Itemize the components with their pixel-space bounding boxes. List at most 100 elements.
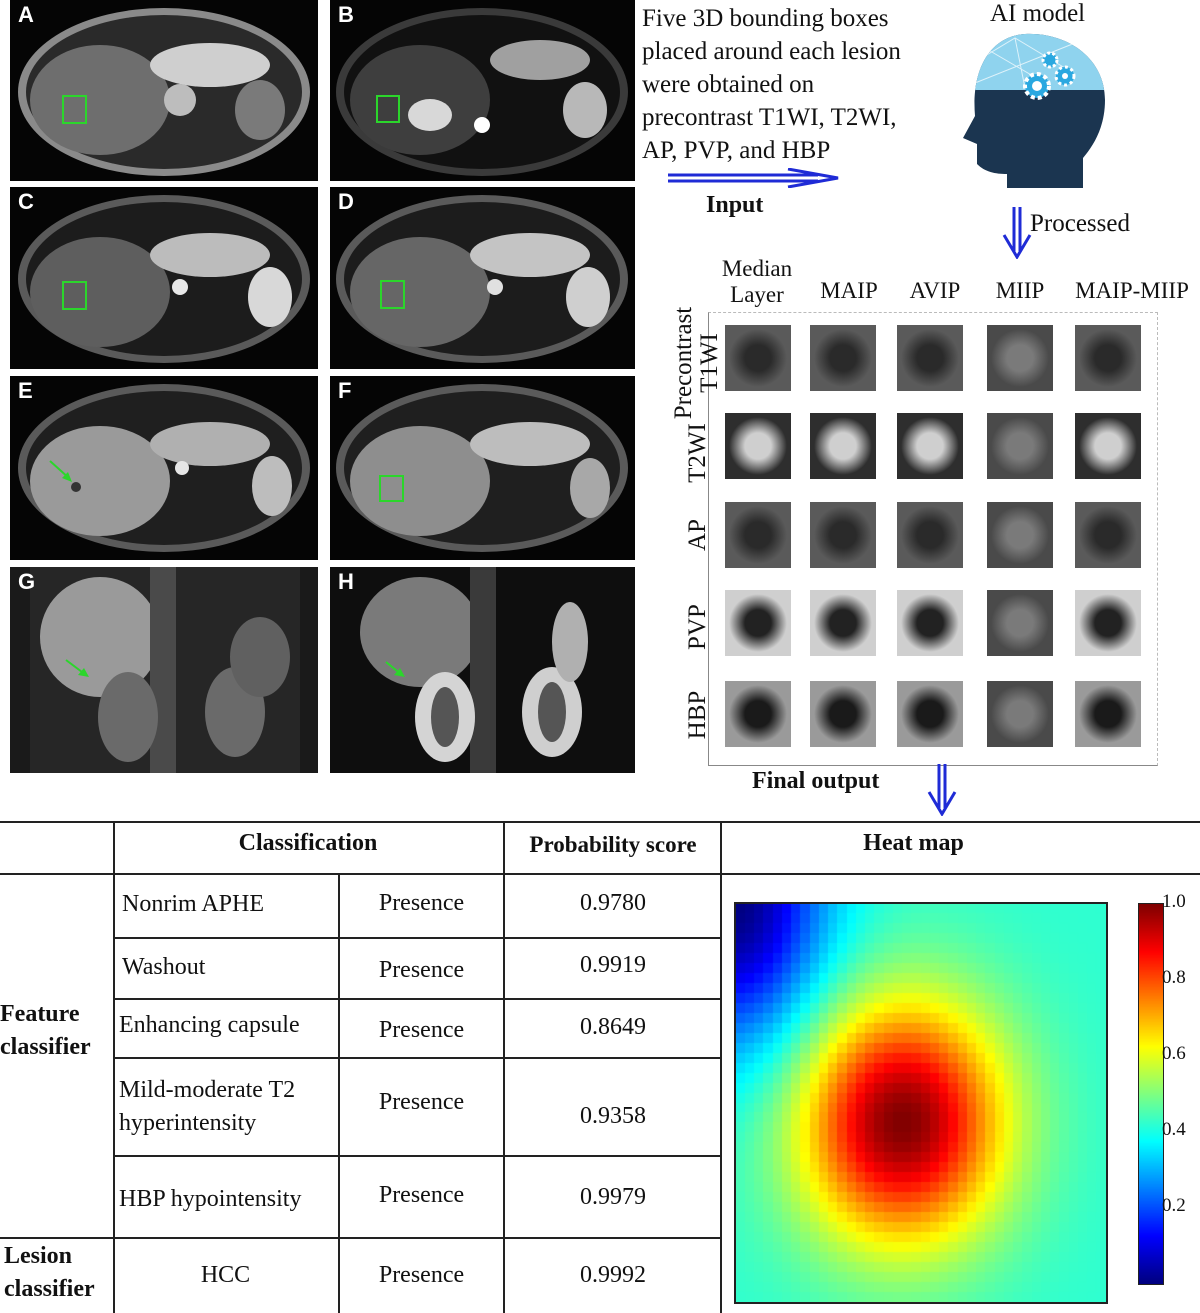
panel-label: B [338, 2, 354, 27]
table-rule [0, 821, 1200, 823]
grid-thumbnail [1075, 502, 1141, 568]
panel-label: H [338, 569, 354, 594]
table-rule [113, 821, 115, 1313]
ai-model-label: AI model [990, 0, 1086, 27]
panel-label: C [18, 189, 34, 214]
table-rule [0, 1237, 720, 1239]
grid-thumbnail [987, 325, 1053, 391]
grid-thumbnail [810, 502, 876, 568]
coronal-slice-image [330, 567, 635, 773]
mri-panel-a: A [10, 0, 318, 181]
group-lesion-classifier: Lesion classifier [4, 1243, 95, 1302]
grid-thumbnail [987, 590, 1053, 656]
feature-result: Presence [378, 890, 465, 916]
grid-row-header: T2WI [684, 423, 711, 483]
ai-head-icon [963, 33, 1105, 189]
feature-name: Washout [122, 954, 206, 980]
table-rule [113, 998, 720, 1000]
colorbar-tick-label: 0.4 [1162, 1119, 1186, 1140]
grid-thumbnail [987, 681, 1053, 747]
final-output-arrow-icon [927, 764, 957, 816]
grid-column-header: Median Layer [721, 256, 793, 307]
grid-thumbnail [810, 413, 876, 479]
coronal-slice-image [10, 567, 318, 773]
panel-label: D [338, 189, 354, 214]
feature-name: Mild-moderate T2 hyperintensity [119, 1077, 296, 1136]
panel-label: F [338, 378, 352, 403]
grid-thumbnail [1075, 413, 1141, 479]
axial-slice-image [18, 384, 310, 552]
panel-label: G [18, 569, 36, 594]
description-line: AP, PVP, and HBP [642, 137, 831, 164]
processed-arrow-icon [1002, 207, 1032, 259]
gear-icon [1023, 51, 1076, 100]
input-label: Input [706, 192, 764, 218]
grid-column-header: MAIP [820, 278, 878, 303]
feature-result: Presence [378, 1182, 465, 1208]
axial-slice-image [18, 195, 310, 363]
axial-slice-image [18, 8, 310, 176]
grid-thumbnail [897, 325, 963, 391]
lesion-score: 0.9992 [580, 1262, 646, 1288]
input-arrow-icon [668, 168, 839, 188]
grid-column-header: MAIP-MIIP [1075, 278, 1189, 303]
grid-column-header: MIIP [995, 278, 1045, 303]
axial-slice-image [336, 384, 628, 552]
grid-thumbnail [725, 502, 791, 568]
header-heatmap: Heat map [863, 830, 964, 856]
grid-thumbnail [810, 681, 876, 747]
mri-panel-e: E [10, 376, 318, 560]
grid-thumbnail [725, 413, 791, 479]
mri-panel-f: F [330, 376, 635, 560]
heat-map-image [734, 902, 1108, 1304]
description-line: Five 3D bounding boxes [642, 5, 889, 32]
grid-row-header: PVP [684, 604, 711, 650]
grid-row-header: Precontrast T1WI [670, 306, 723, 420]
mri-panel-g: G [10, 567, 318, 773]
lesion-result: Presence [378, 1262, 465, 1288]
table-rule [113, 1155, 720, 1157]
colorbar-tick-label: 0.6 [1162, 1043, 1186, 1064]
colorbar-tick-label: 0.8 [1162, 967, 1186, 988]
grid-thumbnail [987, 413, 1053, 479]
grid-thumbnail [1075, 325, 1141, 391]
grid-row-header: AP [684, 519, 711, 551]
grid-thumbnail [725, 590, 791, 656]
grid-thumbnail [725, 325, 791, 391]
grid-thumbnail [897, 681, 963, 747]
feature-score: 0.9358 [580, 1103, 646, 1129]
feature-score: 0.9979 [580, 1184, 646, 1210]
group-feature-classifier: Feature classifier [0, 1001, 91, 1060]
mri-panel-d: D [330, 187, 635, 369]
grid-thumbnail [810, 325, 876, 391]
processed-label: Processed [1030, 210, 1130, 237]
grid-thumbnail [810, 590, 876, 656]
feature-name: Enhancing capsule [119, 1012, 300, 1038]
mri-panel-c: C [10, 187, 318, 369]
panel-label: A [18, 2, 34, 27]
mri-panel-b: B [330, 0, 635, 181]
grid-row-header: HBP [684, 690, 711, 740]
feature-name: HBP hypointensity [119, 1186, 302, 1212]
description-text: Five 3D bounding boxes placed around eac… [642, 2, 942, 167]
grid-thumbnail [725, 681, 791, 747]
colorbar-tick-label: 0.2 [1162, 1195, 1186, 1216]
grid-frame [708, 312, 1158, 766]
final-output-label: Final output [752, 768, 880, 794]
table-rule [113, 1057, 720, 1059]
header-classification: Classification [238, 830, 378, 856]
table-rule [338, 873, 340, 1313]
axial-slice-image [336, 195, 628, 363]
grid-thumbnail [897, 590, 963, 656]
feature-score: 0.8649 [580, 1014, 646, 1040]
grid-thumbnail [897, 413, 963, 479]
feature-result: Presence [378, 1089, 465, 1115]
mri-panel-h: H [330, 567, 635, 773]
table-rule [113, 937, 720, 939]
colorbar [1138, 903, 1164, 1285]
feature-score: 0.9919 [580, 952, 646, 978]
table-rule [503, 821, 505, 1313]
table-rule [720, 821, 722, 1313]
lesion-name: HCC [200, 1262, 251, 1288]
description-line: precontrast T1WI, T2WI, [642, 104, 897, 131]
